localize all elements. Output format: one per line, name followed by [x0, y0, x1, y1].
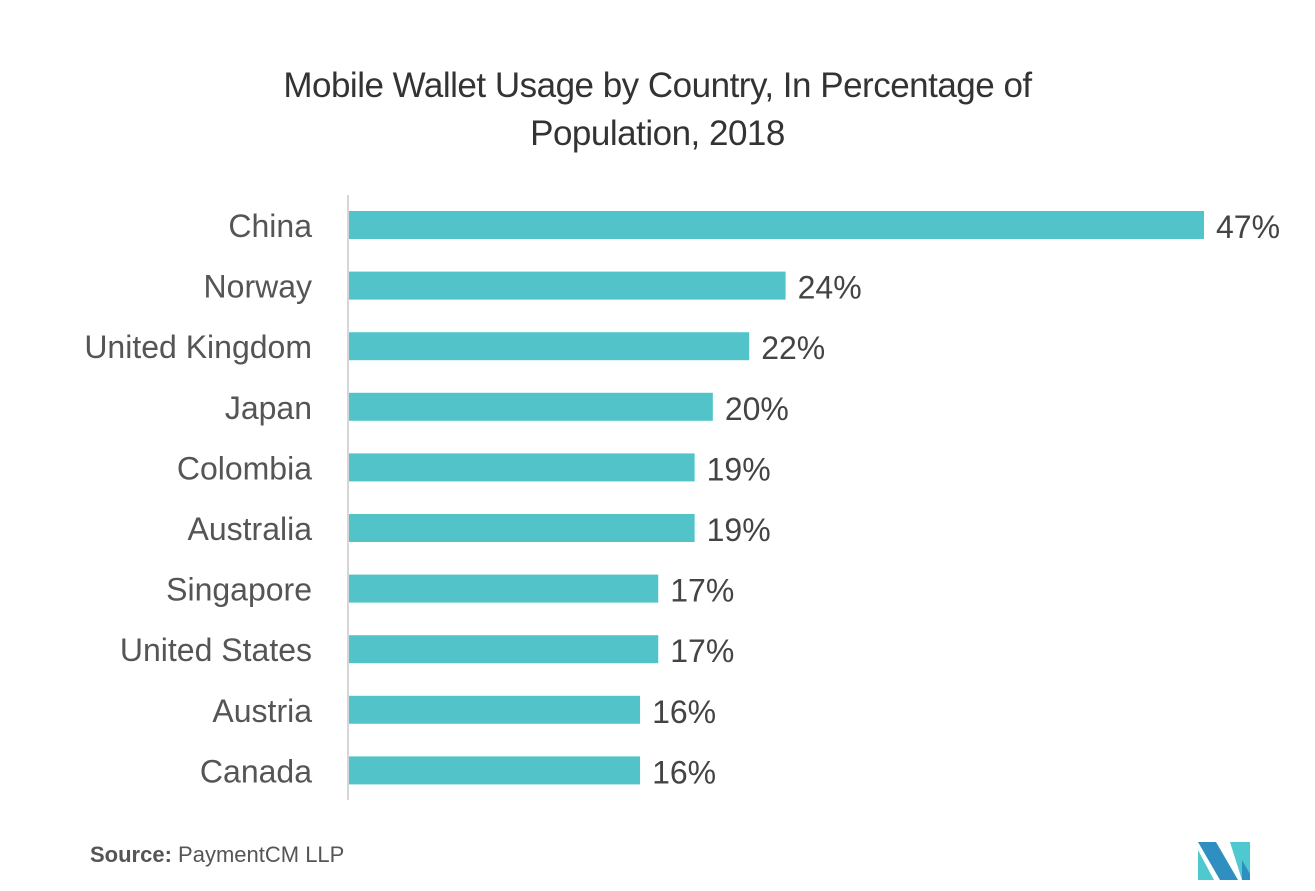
logo-right-bar: [1242, 860, 1250, 880]
chart-title-line-1: Mobile Wallet Usage by Country, In Perce…: [283, 66, 1032, 105]
value-label: 16%: [652, 754, 716, 790]
bar-japan: [349, 392, 713, 421]
source-text: PaymentCM LLP: [178, 842, 345, 867]
source-note: Source: PaymentCM LLP: [90, 842, 344, 868]
value-label: 20%: [725, 391, 789, 427]
category-label: Norway: [204, 269, 312, 305]
value-label: 22%: [761, 330, 825, 366]
bar-austria: [349, 695, 641, 724]
bar-australia: [349, 514, 695, 542]
category-label: Colombia: [177, 450, 312, 486]
chart-title-line-2: Population, 2018: [530, 114, 785, 153]
category-label: Canada: [200, 753, 312, 789]
category-label: China: [228, 208, 312, 244]
chart-title: Mobile Wallet Usage by Country, In Perce…: [0, 62, 1315, 158]
value-label: 17%: [670, 633, 734, 669]
bar-united-states: [349, 635, 659, 664]
category-label: United States: [120, 632, 312, 668]
category-label: Austria: [212, 693, 312, 729]
bar-canada: [349, 756, 641, 785]
bar-china: [349, 211, 1204, 239]
value-label: 17%: [670, 573, 734, 609]
category-label: Australia: [188, 511, 313, 547]
bar-united-kingdom: [349, 332, 750, 361]
logo-left-accent: [1198, 850, 1214, 880]
value-label: 19%: [707, 451, 771, 487]
bar-norway: [349, 271, 786, 300]
value-label: 16%: [652, 694, 716, 730]
value-label: 19%: [707, 512, 771, 548]
category-label: Singapore: [166, 572, 312, 608]
y-axis-line: [347, 195, 349, 800]
category-label: Japan: [225, 390, 312, 426]
company-logo: [1198, 842, 1250, 880]
source-label: Source:: [90, 842, 172, 867]
logo-left-stroke: [1198, 842, 1238, 880]
category-label: United Kingdom: [84, 329, 312, 365]
bar-colombia: [349, 453, 695, 482]
bar-singapore: [349, 574, 659, 603]
value-label: 47%: [1216, 209, 1280, 245]
value-label: 24%: [798, 270, 862, 306]
